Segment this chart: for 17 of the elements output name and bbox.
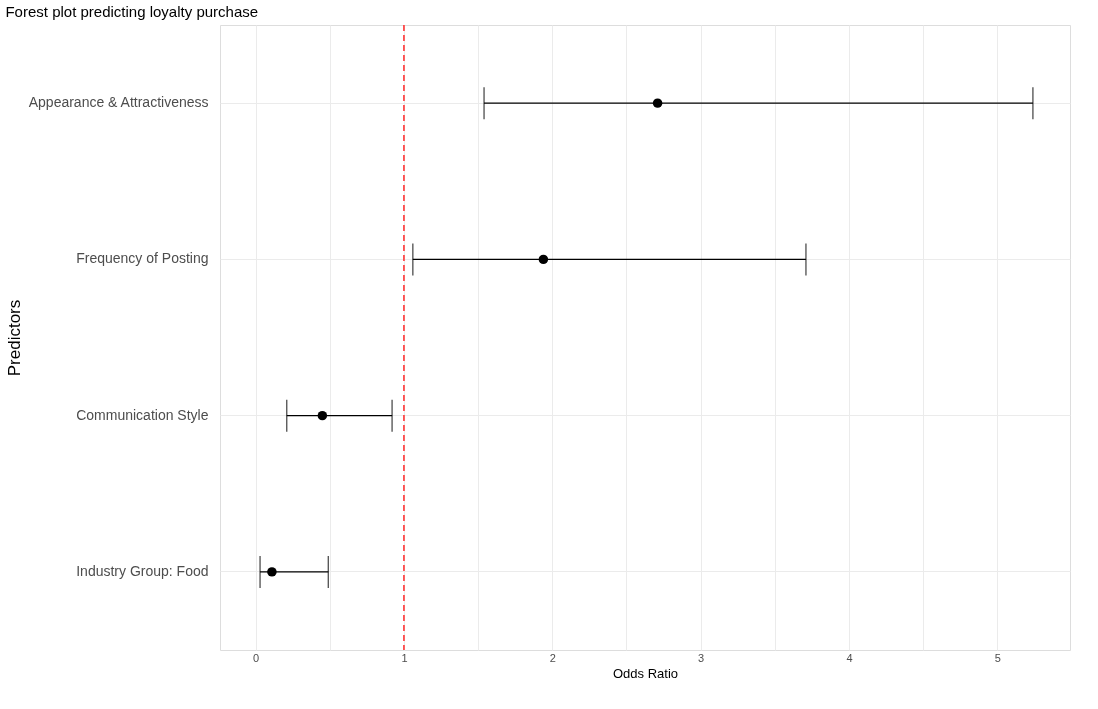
y-tick-label: Communication Style <box>76 406 209 423</box>
x-tick-label: 5 <box>994 651 1001 664</box>
y-tick-label: Appearance & Attractiveness <box>28 94 209 111</box>
y-axis-title: Predictors <box>4 299 24 377</box>
point <box>267 567 277 577</box>
x-tick-label: 1 <box>401 651 408 664</box>
x-tick-label: 0 <box>253 651 260 664</box>
x-tick-label: 2 <box>549 651 556 664</box>
point <box>652 98 663 108</box>
point <box>317 410 328 421</box>
point <box>538 254 549 265</box>
y-tick-label: Industry Group: Food <box>76 562 209 579</box>
y-tick-label: Frequency of Posting <box>76 250 209 267</box>
x-axis-title: Odds Ratio <box>612 665 679 681</box>
x-tick-label: 3 <box>698 651 705 664</box>
x-tick-label: 4 <box>846 651 853 664</box>
chart-title: Forest plot predicting loyalty purchase <box>5 3 259 21</box>
